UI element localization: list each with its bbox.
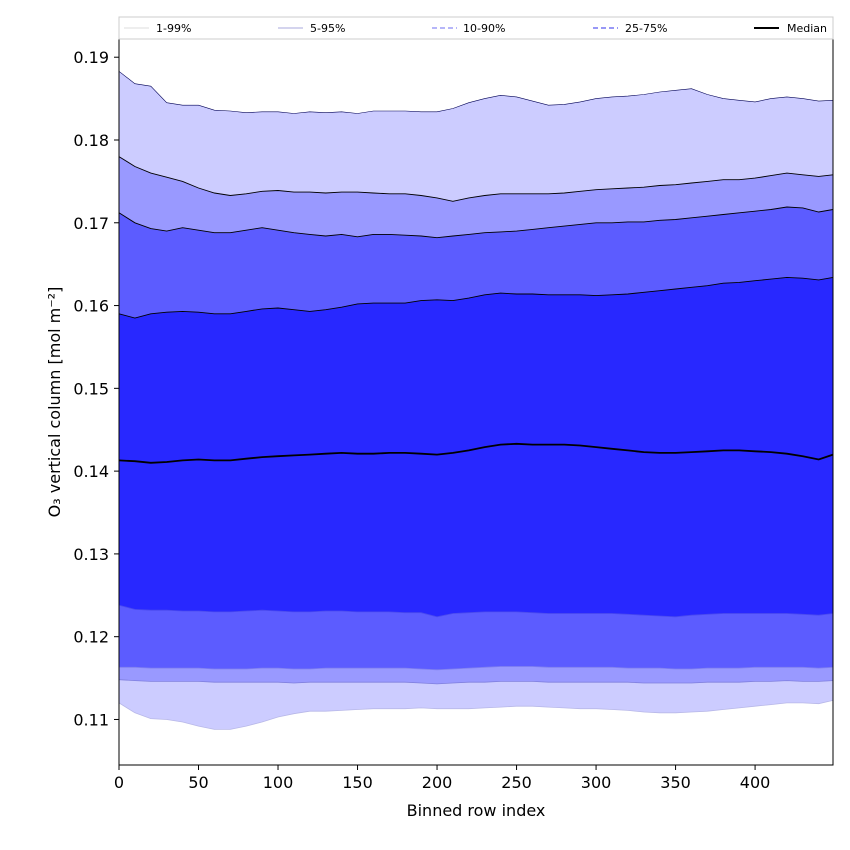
plot-area (118, 71, 834, 730)
band-1-99-upper-edge (118, 71, 834, 114)
x-tick-label: 0 (114, 773, 124, 792)
y-tick-label: 0.12 (73, 628, 109, 647)
band-10-90-upper-edge (118, 206, 834, 239)
x-tick-label: 200 (422, 773, 453, 792)
x-tick-label: 300 (581, 773, 612, 792)
band-1-99-lower-edge (118, 700, 834, 730)
legend-label-1-99: 1-99% (156, 22, 191, 35)
y-tick-label: 0.16 (73, 297, 109, 316)
band-5-95-lower-edge (118, 679, 834, 685)
band-25-75-fill (119, 277, 833, 617)
legend: 1-99% 5-95% 10-90% 25-75% Median (118, 16, 834, 40)
y-axis-label: O₃ vertical column [mol m⁻²] (45, 287, 64, 518)
x-axis-label: Binned row index (407, 801, 546, 820)
x-tick-label: 400 (740, 773, 771, 792)
band-5-95-upper-edge (118, 156, 834, 202)
legend-frame (118, 16, 834, 40)
legend-label-25-75: 25-75% (625, 22, 667, 35)
y-tick-label: 0.15 (73, 379, 109, 398)
x-tick-label: 250 (501, 773, 532, 792)
x-tick-label: 50 (188, 773, 208, 792)
x-tick-label: 350 (660, 773, 691, 792)
band-edge-lines (118, 71, 834, 730)
median-layer (118, 442, 834, 464)
bands-layer (119, 71, 833, 730)
legend-label-5-95: 5-95% (310, 22, 345, 35)
band-10-90-lower-edge (119, 666, 834, 671)
legend-label-median: Median (787, 22, 827, 35)
band-25-75-lower-edge (118, 604, 834, 618)
x-tick-label: 100 (263, 773, 294, 792)
y-tick-label: 0.18 (73, 131, 109, 150)
y-axis: 0.11 0.12 0.13 0.14 0.15 0.16 0.17 0.18 0.19 (73, 48, 119, 729)
y-tick-label: 0.14 (73, 462, 109, 481)
y-tick-label: 0.19 (73, 48, 109, 67)
band-25-75-upper-edge (118, 276, 834, 319)
x-axis: 0 50 100 150 200 250 300 350 400 (114, 765, 770, 792)
legend-label-10-90: 10-90% (463, 22, 505, 35)
x-tick-label: 150 (342, 773, 373, 792)
median-line (118, 442, 834, 464)
y-tick-label: 0.11 (73, 710, 109, 729)
y-tick-label: 0.13 (73, 545, 109, 564)
y-tick-label: 0.17 (73, 214, 109, 233)
